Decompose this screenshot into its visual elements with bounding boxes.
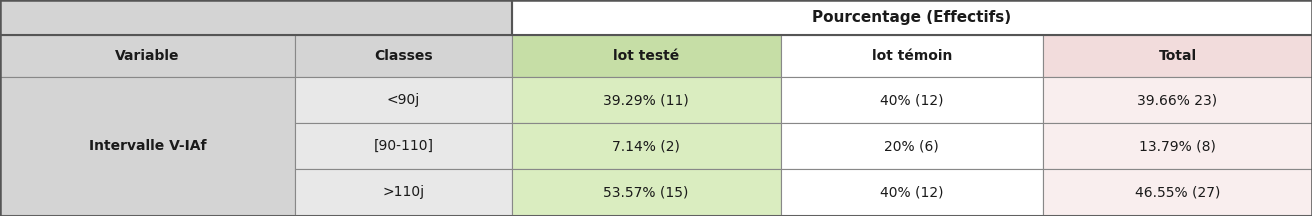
Bar: [1043, 77, 1312, 123]
Bar: [1043, 123, 1312, 169]
Text: 46.55% (27): 46.55% (27): [1135, 185, 1220, 199]
Text: 40% (12): 40% (12): [880, 93, 943, 107]
Bar: [781, 77, 1043, 123]
Bar: [0, 35, 295, 77]
Bar: [512, 123, 781, 169]
Bar: [512, 35, 781, 77]
Text: 39.29% (11): 39.29% (11): [604, 93, 689, 107]
Bar: [1043, 169, 1312, 215]
Text: Intervalle V-IAf: Intervalle V-IAf: [89, 139, 206, 153]
Bar: [1043, 35, 1312, 77]
Text: 39.66% 23): 39.66% 23): [1138, 93, 1218, 107]
Bar: [295, 35, 512, 77]
Text: lot témoin: lot témoin: [871, 49, 953, 63]
Text: 53.57% (15): 53.57% (15): [604, 185, 689, 199]
Text: 13.79% (8): 13.79% (8): [1139, 139, 1216, 153]
Text: Total: Total: [1158, 49, 1197, 63]
Bar: [781, 123, 1043, 169]
Bar: [781, 35, 1043, 77]
Text: [90-110]: [90-110]: [374, 139, 433, 153]
Text: 7.14% (2): 7.14% (2): [613, 139, 680, 153]
Bar: [781, 169, 1043, 215]
Bar: [512, 169, 781, 215]
Bar: [0, 77, 295, 215]
Bar: [512, 0, 1312, 35]
Bar: [0, 0, 512, 35]
Text: Variable: Variable: [115, 49, 180, 63]
Text: Classes: Classes: [374, 49, 433, 63]
Text: <90j: <90j: [387, 93, 420, 107]
Text: 40% (12): 40% (12): [880, 185, 943, 199]
Text: Pourcentage (Effectifs): Pourcentage (Effectifs): [812, 10, 1012, 25]
Bar: [512, 77, 781, 123]
Bar: [295, 169, 512, 215]
Text: >110j: >110j: [382, 185, 425, 199]
Bar: [295, 123, 512, 169]
Text: lot testé: lot testé: [613, 49, 680, 63]
Text: 20% (6): 20% (6): [884, 139, 939, 153]
Bar: [295, 77, 512, 123]
